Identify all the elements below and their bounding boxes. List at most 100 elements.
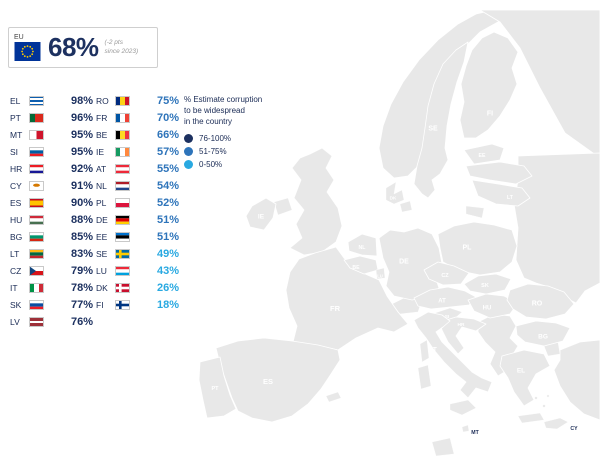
country-code: IE (96, 146, 105, 157)
country-code: PL (96, 197, 107, 208)
map-label-ee: EE (479, 153, 486, 159)
country-row-lu: LU 43% (96, 262, 179, 279)
country-row-ro: RO 75% (96, 92, 179, 109)
country-row-at: AT 55% (96, 160, 179, 177)
map-country-bg (515, 320, 571, 347)
map-label-sk: SK (481, 283, 489, 289)
map-legend: % Estimate corruption to be widespread in … (184, 95, 294, 173)
map-country-fi (459, 31, 519, 139)
map-label-hu: HU (483, 305, 492, 311)
flag-be-icon (115, 129, 130, 140)
country-code: RO (96, 95, 109, 106)
country-code: FI (96, 299, 104, 310)
country-code: HR (10, 163, 23, 174)
country-row-se: SE 49% (96, 245, 179, 262)
flag-nl-icon (115, 180, 130, 191)
flag-hr-icon (29, 163, 44, 174)
country-value: 95% (70, 145, 93, 158)
map-country-hr (439, 316, 487, 355)
map-label-mt: MT (471, 430, 479, 436)
country-row-es: ES 90% (10, 194, 93, 211)
country-code: IT (10, 282, 18, 293)
country-value: 75% (156, 94, 179, 107)
map-country-cz (423, 261, 470, 286)
country-value: 66% (156, 128, 179, 141)
country-code: SE (96, 248, 108, 259)
map-island-aegean-3 (546, 394, 550, 398)
map-island-zealand (399, 200, 413, 213)
country-code: LT (10, 248, 20, 259)
country-value: 57% (156, 145, 179, 158)
map-country-sk (463, 273, 512, 295)
country-row-de: DE 51% (96, 211, 179, 228)
map-country-pl (437, 221, 518, 276)
map-label-se: SE (428, 126, 438, 133)
map-country-lv (465, 161, 533, 185)
country-value: 49% (156, 247, 179, 260)
map-label-el: EL (517, 368, 525, 375)
country-code: LU (96, 265, 107, 276)
map-country-pt (198, 356, 237, 419)
map-region-turkey (553, 339, 600, 421)
map-label-ie: IE (258, 214, 265, 221)
country-code: ES (10, 197, 22, 208)
country-value: 76% (70, 315, 93, 328)
country-row-fi: FI 18% (96, 296, 179, 313)
country-row-fr: FR 70% (96, 109, 179, 126)
country-code: CY (10, 180, 22, 191)
flag-bg-icon (29, 231, 44, 242)
flag-dk-icon (115, 282, 130, 293)
country-value: 55% (156, 162, 179, 175)
country-code: LV (10, 316, 20, 327)
country-row-bg: BG 85% (10, 228, 93, 245)
flag-it-icon (29, 282, 44, 293)
legend-label: 76-100% (199, 134, 232, 144)
map-label-dk: DK (390, 196, 397, 201)
flag-sk-icon (29, 299, 44, 310)
map-label-hr: HR (458, 322, 465, 328)
country-code: HU (10, 214, 23, 225)
map-country-ie (245, 197, 277, 231)
country-code: DK (96, 282, 108, 293)
country-row-ee: EE 51% (96, 228, 179, 245)
country-value: 83% (70, 247, 93, 260)
country-value: 95% (70, 128, 93, 141)
map-region-northern-ireland (273, 197, 293, 216)
flag-cy-icon (29, 180, 44, 191)
country-row-lv: LV 76% (10, 313, 93, 330)
map-label-cy: CY (570, 426, 578, 432)
map-country-mt (461, 424, 470, 433)
flag-si-icon (29, 146, 44, 157)
map-label-fi: FI (487, 111, 493, 118)
map-label-ro: RO (532, 301, 543, 308)
flag-lu-icon (115, 265, 130, 276)
legend-item-low: 0-50% (184, 160, 294, 170)
map-region-north-east (479, 9, 600, 159)
country-row-pl: PL 52% (96, 194, 179, 211)
flag-mt-icon (29, 129, 44, 140)
country-code: NL (96, 180, 107, 191)
map-country-ro (506, 283, 575, 320)
country-list-column-2: RO 75% FR 70% BE 66% IE 57% AT 55% NL 54% PL 52% DE 51%… (96, 92, 179, 313)
eu-average-value: 68% (48, 32, 99, 62)
country-row-si: SI 95% (10, 143, 93, 160)
country-value: 26% (156, 281, 179, 294)
country-code: MT (10, 129, 23, 140)
map-country-ee (463, 143, 505, 165)
country-code: BG (10, 231, 23, 242)
map-label-pt: PT (211, 386, 219, 392)
map-country-lt (471, 179, 531, 207)
country-value: 92% (70, 162, 93, 175)
country-value: 51% (156, 230, 179, 243)
country-value: 85% (70, 230, 93, 243)
legend-dot-mid (184, 147, 193, 157)
country-code: PT (10, 112, 21, 123)
flag-hu-icon (29, 214, 44, 225)
map-country-fr (285, 246, 409, 351)
map-country-it (413, 311, 493, 399)
country-row-pt: PT 96% (10, 109, 93, 126)
country-code: EL (10, 95, 21, 106)
map-label-bg: BG (538, 334, 548, 341)
eu-flag-block: EU (14, 34, 41, 61)
